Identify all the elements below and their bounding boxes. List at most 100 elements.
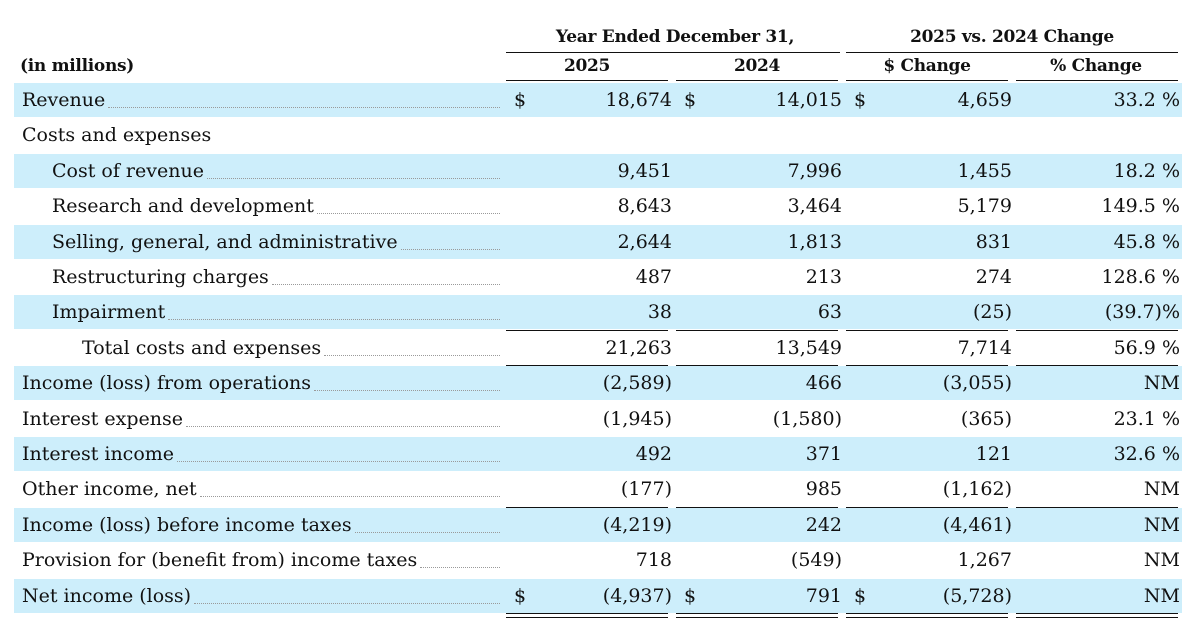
total-rule <box>846 365 1008 367</box>
total-rule <box>676 506 838 508</box>
cell-pct: NM <box>1143 372 1180 395</box>
total-rule <box>676 365 838 367</box>
cell-chg: (4,461) <box>942 513 1012 536</box>
total-rule <box>1016 506 1178 508</box>
leader-dots <box>400 248 500 250</box>
table-row: Other income, net (177) 985 (1,162) NM <box>14 472 1182 506</box>
cell-chg: 1,455 <box>957 159 1012 182</box>
cell-chg: 4,659 <box>957 89 1012 111</box>
cell-v2025: 487 <box>635 266 672 288</box>
header-rule-change <box>846 52 1178 53</box>
cell-chg: 274 <box>975 266 1012 288</box>
table-row: Research and development 8,643 3,464 5,179 1… <box>14 189 1182 223</box>
header-col-2025: 2025 <box>563 56 611 76</box>
row-label: Impairment <box>52 301 166 324</box>
cell-chg: (3,055) <box>942 372 1012 395</box>
row-label: Income (loss) from operations <box>22 372 312 395</box>
row-label: Total costs and expenses <box>82 336 322 359</box>
row-label: Revenue <box>22 89 106 111</box>
cell-pct: NM <box>1143 478 1180 501</box>
total-rule <box>506 365 668 367</box>
cell-v2024: 466 <box>805 372 842 395</box>
total-rule <box>846 613 1008 614</box>
cell-pct: (39.7)% <box>1104 301 1180 324</box>
cell-v2025: (4,219) <box>602 513 672 536</box>
cell-v2024: 791 <box>805 584 842 607</box>
currency-symbol: $ <box>514 89 527 111</box>
cell-chg: 1,267 <box>957 549 1012 572</box>
leader-dots <box>108 107 500 108</box>
cell-v2024: 242 <box>805 513 842 536</box>
table-row: Interest expense (1,945) (1,580) (365) 23.1 … <box>14 402 1182 436</box>
row-label: Provision for (benefit from) income taxe… <box>22 549 418 572</box>
cell-v2025: (4,937) <box>602 584 672 607</box>
cell-pct: 45.8 % <box>1113 230 1180 253</box>
cell-chg: 121 <box>975 443 1012 465</box>
cell-pct: 149.5 % <box>1101 195 1181 218</box>
total-rule <box>846 329 1008 331</box>
row-label: Selling, general, and administrative <box>52 230 398 253</box>
cell-v2024: 14,015 <box>775 89 842 111</box>
total-rule <box>1016 613 1178 614</box>
table-row: Total costs and expenses 21,263 13,549 7,71… <box>14 331 1182 365</box>
total-rule <box>846 506 1008 508</box>
leader-dots <box>271 284 500 285</box>
row-label: Interest expense <box>22 407 183 430</box>
cell-pct: 18.2 % <box>1113 159 1180 182</box>
leader-dots <box>194 602 500 604</box>
cell-pct: 23.1 % <box>1113 407 1180 430</box>
cell-pct: NM <box>1143 584 1180 607</box>
leader-dots <box>206 177 500 179</box>
cell-v2024: 213 <box>805 266 842 288</box>
total-rule <box>506 506 668 508</box>
row-label: Cost of revenue <box>52 159 204 182</box>
total-rule <box>506 329 668 331</box>
cell-v2025: 18,674 <box>605 89 672 111</box>
cell-pct: 128.6 % <box>1101 266 1181 288</box>
cell-v2024: 985 <box>805 478 842 501</box>
total-rule-double <box>676 617 838 618</box>
table-row: Provision for (benefit from) income taxe… <box>14 543 1182 577</box>
cell-pct: NM <box>1143 513 1180 536</box>
leader-dots <box>420 567 500 569</box>
cell-v2024: (1,580) <box>772 407 842 430</box>
cell-v2024: (549) <box>790 549 842 572</box>
cell-v2025: 492 <box>635 443 672 465</box>
cell-v2024: 63 <box>817 301 842 324</box>
cell-v2024: 371 <box>805 443 842 465</box>
header-change: 2025 vs. 2024 Change <box>910 27 1114 47</box>
total-rule <box>1016 329 1178 331</box>
leader-dots <box>314 390 500 392</box>
cell-v2024: 3,464 <box>787 195 842 218</box>
table-row: Net income (loss) (4,937) $791 $ (5,728) $ NM <box>14 578 1182 613</box>
leader-dots <box>354 531 500 533</box>
currency-symbol: $ <box>514 584 527 607</box>
header-col-pct-change: % Change <box>1050 56 1142 76</box>
cell-v2024: 7,996 <box>787 159 842 182</box>
cell-v2025: 9,451 <box>617 159 672 182</box>
cell-v2025: 2,644 <box>617 230 672 253</box>
row-label: Interest income <box>22 443 175 465</box>
row-label: Restructuring charges <box>52 266 269 288</box>
cell-v2025: (2,589) <box>602 372 672 395</box>
cell-v2025: (177) <box>620 478 672 501</box>
currency-symbol: $ <box>684 89 697 111</box>
row-label: Research and development <box>52 195 314 218</box>
cell-chg: (25) <box>972 301 1012 324</box>
header-year-ended: Year Ended December 31, <box>555 27 795 47</box>
header-rule-dollar-change <box>846 80 1008 81</box>
leader-dots <box>199 496 500 498</box>
table-row: Interest income 492 371 121 32.6 % <box>14 437 1182 471</box>
leader-dots <box>324 354 500 356</box>
header-col-2024: 2024 <box>733 56 781 76</box>
currency-symbol: $ <box>684 584 697 607</box>
cell-v2025: 8,643 <box>617 195 672 218</box>
cell-v2025: 21,263 <box>605 336 672 359</box>
cell-chg: 831 <box>975 230 1012 253</box>
row-label: Costs and expenses <box>22 124 212 147</box>
leader-dots <box>177 461 500 462</box>
header-units: (in millions) <box>20 56 135 76</box>
total-rule-double <box>1016 617 1178 618</box>
cell-pct: NM <box>1143 549 1180 572</box>
table-row: Revenue 18,674 $14,015 $4,659 $33.2 % <box>14 83 1182 117</box>
